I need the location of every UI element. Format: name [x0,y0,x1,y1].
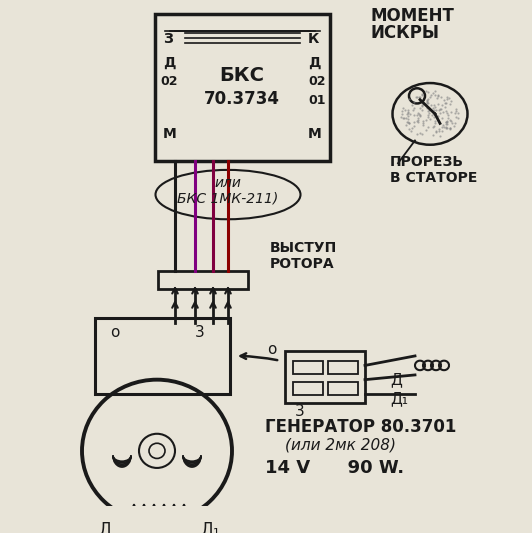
Text: 02: 02 [160,76,178,88]
Bar [328,361,358,374]
Bar [293,382,323,395]
Bar [328,382,358,395]
Text: 02: 02 [308,76,326,88]
Text: МОМЕНТ: МОМЕНТ [370,7,454,25]
Text: М: М [308,127,322,141]
Text: Д₁: Д₁ [200,520,220,533]
Bar [155,14,330,161]
Text: или: или [214,176,242,190]
Bar [95,318,230,394]
Bar [293,361,323,374]
Text: Д₁: Д₁ [390,391,408,406]
Text: 70.3734: 70.3734 [204,91,280,108]
Text: М: М [163,127,177,141]
Bar [158,271,248,289]
Text: ГЕНЕРАТОР 80.3701: ГЕНЕРАТОР 80.3701 [265,418,456,436]
Text: 3: 3 [195,325,205,340]
Text: З: З [163,31,173,46]
Text: о: о [110,325,119,340]
Text: К: К [308,31,319,46]
Text: Д: Д [308,55,320,69]
Text: БКС 1МК-211): БКС 1МК-211) [177,191,279,205]
Text: ПРОРЕЗЬ: ПРОРЕЗЬ [390,155,464,169]
Text: Д: Д [390,373,402,387]
Text: ВЫСТУП: ВЫСТУП [270,240,337,255]
Text: БКС: БКС [220,66,264,85]
Text: Д: Д [163,55,176,69]
Text: 01: 01 [308,94,326,108]
Bar [285,351,365,403]
Text: ИСКРЫ: ИСКРЫ [370,24,439,42]
Text: о: о [267,342,277,357]
Text: 14 V      90 W.: 14 V 90 W. [265,459,404,477]
Text: 3: 3 [295,403,305,419]
Text: (или 2мк 208): (или 2мк 208) [285,438,396,453]
Text: В СТАТОРЕ: В СТАТОРЕ [390,171,477,185]
Text: РОТОРА: РОТОРА [270,257,335,271]
Text: Д: Д [98,520,112,533]
